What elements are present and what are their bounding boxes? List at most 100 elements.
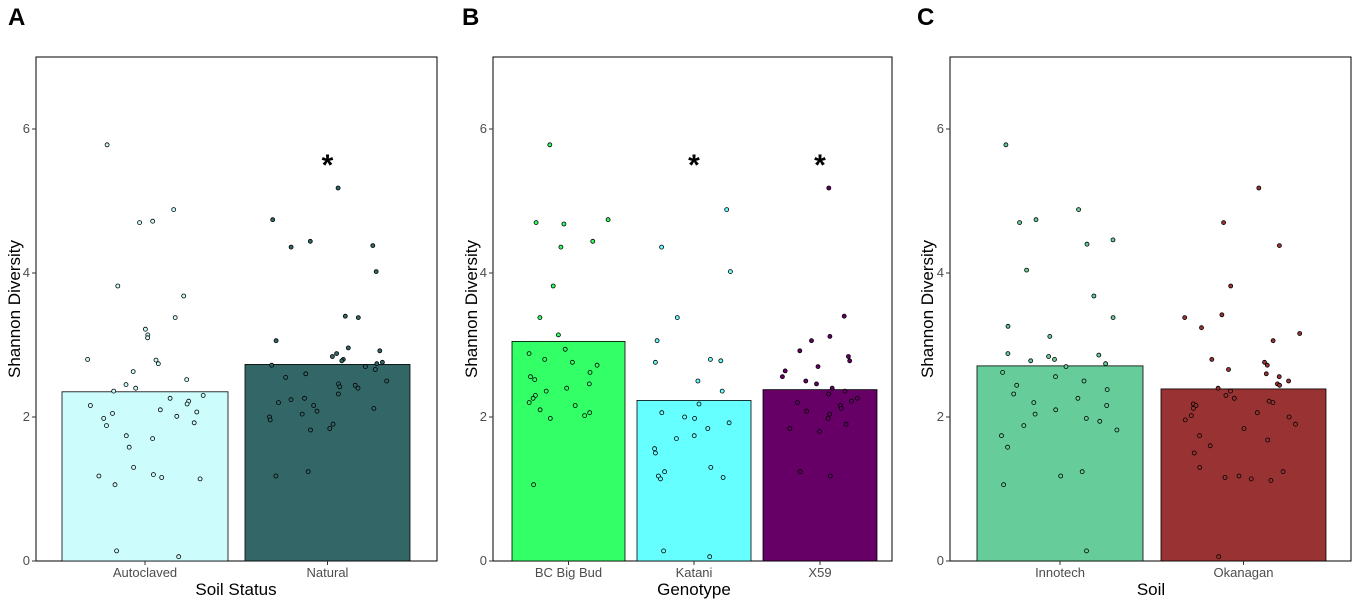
data-point — [307, 238, 313, 244]
data-point — [674, 436, 679, 442]
data-point — [1103, 361, 1108, 367]
data-point — [123, 433, 129, 439]
data-point — [112, 482, 118, 488]
bar — [636, 400, 752, 562]
data-point — [1110, 237, 1116, 243]
data-point — [327, 426, 333, 431]
data-point — [1241, 426, 1247, 431]
data-point — [1223, 392, 1229, 398]
data-point — [1191, 450, 1197, 456]
data-point — [825, 415, 831, 421]
data-point — [542, 356, 548, 362]
data-point — [659, 244, 664, 250]
panel-b: B Shannon Diversity Genotype 0 2 4 6 BC Big … — [462, 4, 893, 599]
data-point — [695, 378, 701, 384]
data-point — [299, 411, 305, 417]
data-point — [570, 359, 575, 365]
data-point — [159, 475, 165, 480]
data-point — [362, 364, 368, 370]
data-point — [1297, 331, 1303, 336]
data-point — [652, 446, 657, 452]
data-point — [273, 473, 279, 479]
data-point — [562, 346, 568, 352]
data-point — [1215, 385, 1221, 391]
data-point — [167, 395, 173, 401]
data-point — [1263, 371, 1269, 377]
data-point — [827, 411, 833, 417]
panel-letter-b: B — [462, 4, 479, 31]
data-point — [797, 469, 803, 475]
data-point — [526, 351, 532, 357]
y-tick-label: 2 — [480, 409, 487, 424]
data-point — [674, 315, 680, 321]
panel-c: C Shannon Diversity Soil 0 2 4 6 Innotech Oka… — [917, 4, 1352, 599]
data-point — [302, 395, 307, 401]
data-point — [558, 244, 564, 250]
data-point — [1014, 382, 1020, 388]
data-point — [1276, 374, 1282, 380]
data-point — [1199, 325, 1204, 331]
data-point — [582, 413, 587, 419]
data-point — [1280, 469, 1286, 475]
x-tick-label: X59 — [808, 565, 831, 580]
data-point — [370, 243, 376, 249]
significance-star: * — [814, 149, 826, 182]
data-point — [1265, 437, 1271, 443]
data-point — [334, 351, 340, 357]
data-point — [1097, 418, 1103, 424]
data-point — [561, 221, 567, 227]
data-point — [305, 469, 311, 475]
data-point — [339, 358, 345, 364]
data-point — [172, 315, 178, 321]
data-point — [843, 421, 849, 427]
data-point — [171, 207, 177, 213]
bar — [762, 389, 878, 562]
data-point — [142, 326, 148, 332]
data-point — [1286, 414, 1292, 420]
data-point — [126, 444, 132, 450]
data-point — [104, 142, 110, 148]
data-point — [780, 374, 785, 380]
data-point — [1114, 427, 1120, 433]
data-point — [337, 384, 343, 390]
data-point — [849, 398, 855, 404]
data-point — [335, 185, 341, 191]
data-point — [658, 476, 663, 482]
data-point — [1021, 423, 1027, 429]
data-point — [708, 464, 714, 470]
data-point — [547, 415, 553, 421]
data-point — [1084, 241, 1090, 247]
data-point — [1110, 315, 1116, 321]
data-point — [662, 469, 667, 475]
data-point — [1188, 413, 1194, 419]
data-point — [88, 403, 93, 408]
data-point — [1104, 403, 1110, 408]
x-axis-label-b: Genotype — [657, 580, 731, 599]
data-point — [803, 378, 809, 384]
data-point — [829, 385, 835, 391]
y-tick-label: 4 — [937, 265, 944, 280]
data-point — [111, 388, 117, 394]
data-point — [605, 217, 611, 223]
data-point — [150, 472, 156, 478]
data-point — [303, 371, 309, 377]
y-axis-label-c: Shannon Diversity — [918, 240, 937, 378]
data-point — [537, 407, 543, 413]
data-point — [155, 361, 161, 367]
data-point — [1228, 283, 1234, 289]
panel-letter-c: C — [917, 4, 934, 31]
data-point — [547, 142, 553, 148]
data-point — [653, 450, 658, 456]
x-tick-label: Autoclaved — [113, 565, 177, 580]
data-point — [841, 313, 847, 319]
data-point — [181, 293, 187, 299]
data-point — [373, 269, 379, 275]
data-point — [1209, 356, 1215, 362]
data-point — [718, 358, 724, 364]
data-point — [659, 410, 665, 416]
data-point — [854, 395, 860, 401]
data-point — [1084, 548, 1089, 554]
data-point — [1076, 207, 1081, 213]
bar — [61, 391, 229, 562]
